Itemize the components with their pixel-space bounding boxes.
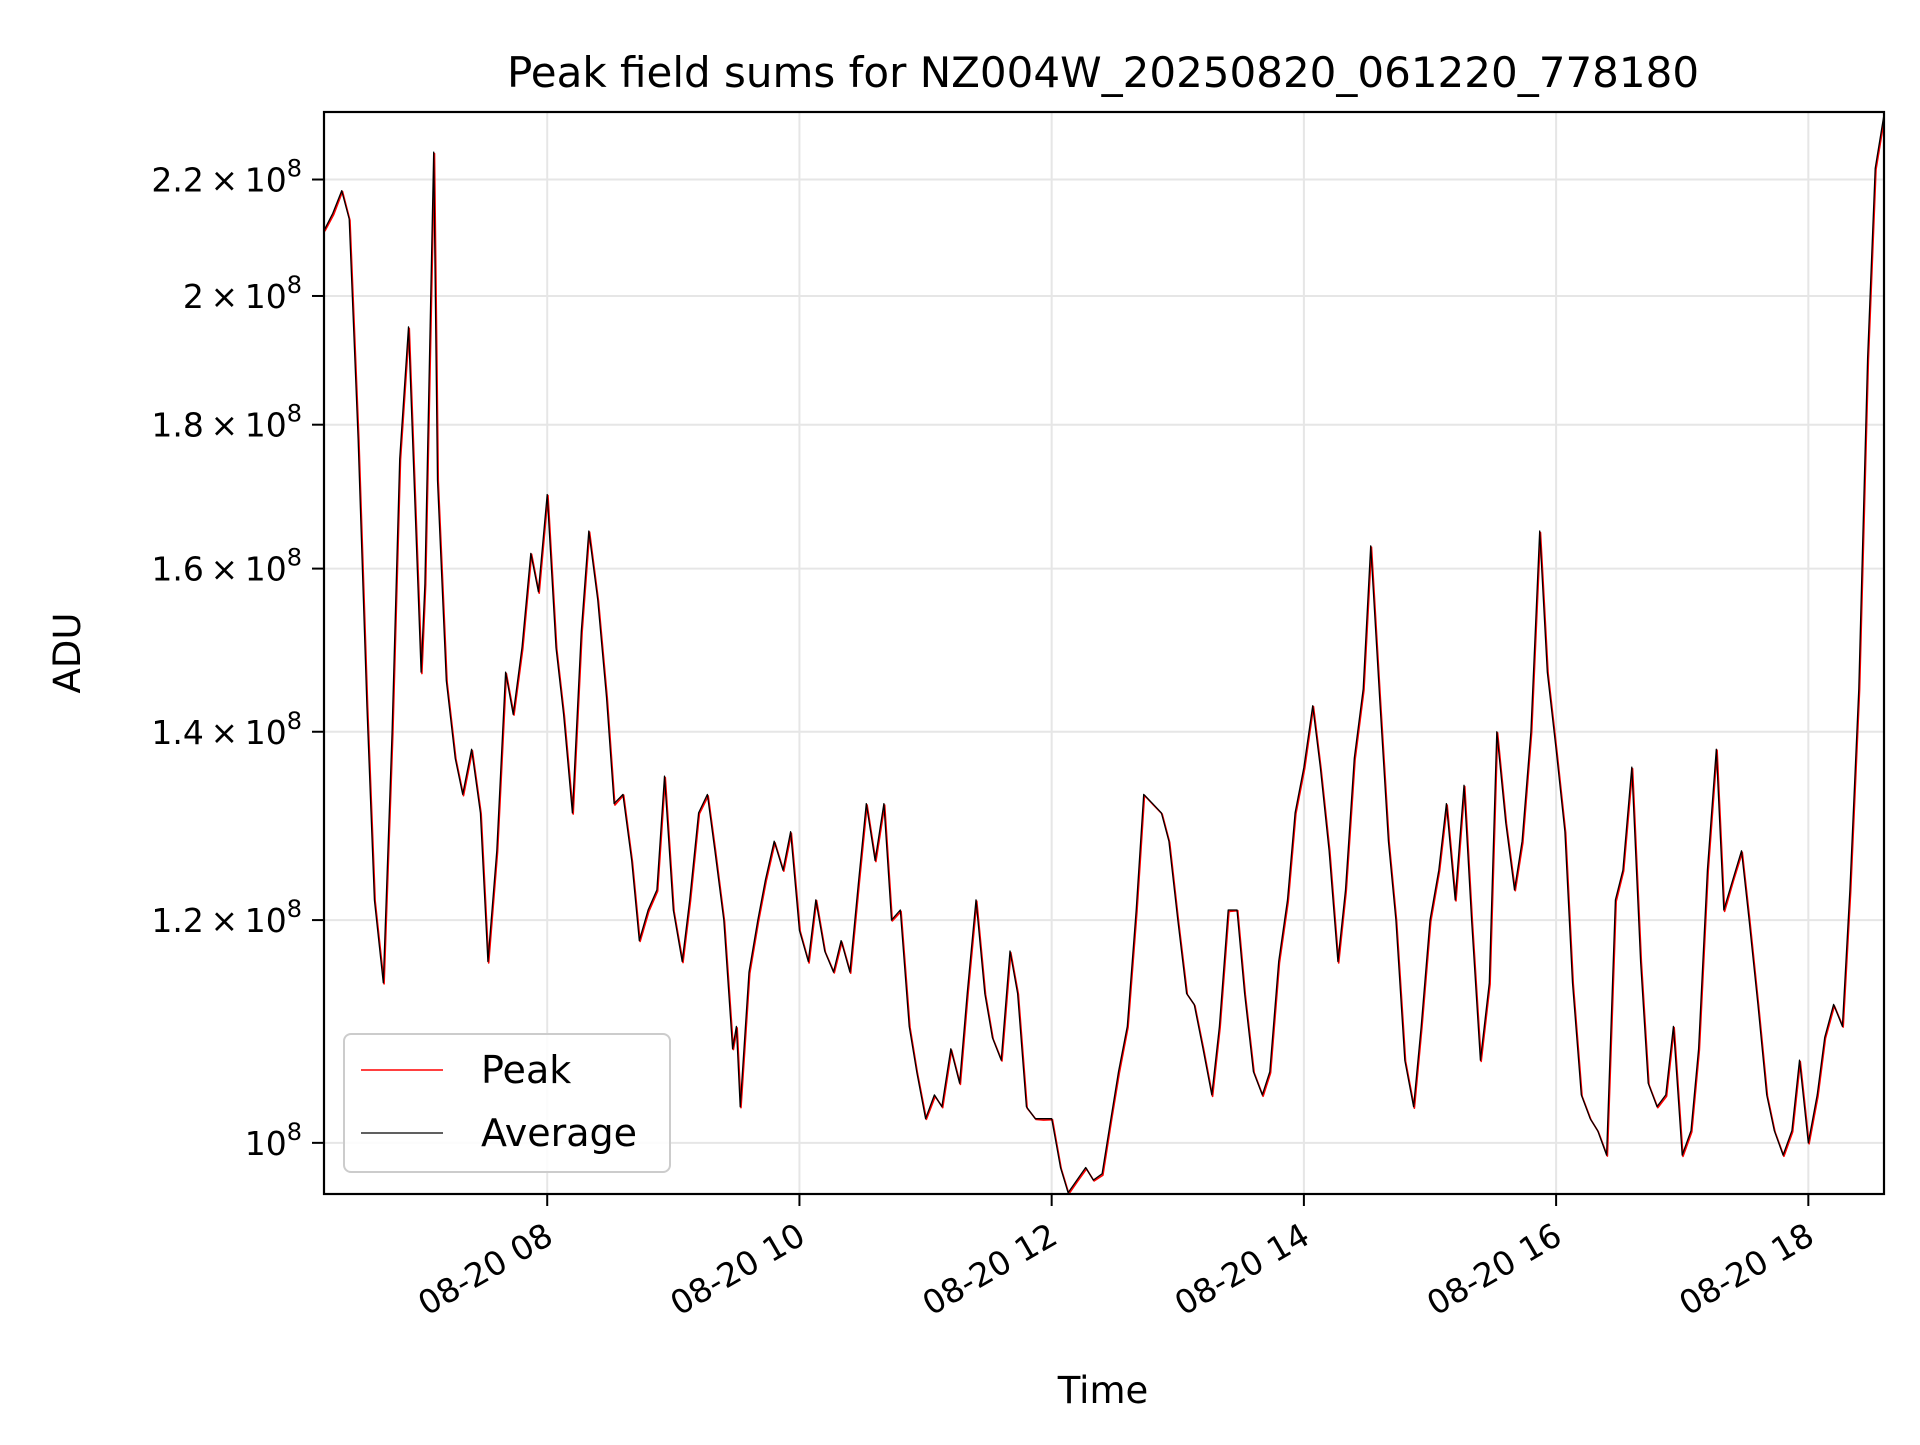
plot-series (324, 114, 1884, 1194)
y-tick-label: 2 × 108 (183, 271, 302, 316)
grid (324, 112, 1884, 1194)
series-line-average (324, 114, 1884, 1194)
y-tick-label: 108 (245, 1118, 302, 1163)
y-tick-label: 1.2 × 108 (151, 895, 302, 940)
plot-frame (322, 110, 1886, 1196)
y-tick-label: 2.2 × 108 (151, 155, 302, 200)
series-line-peak (324, 115, 1884, 1194)
y-axis: 108 1.2 × 108 1.4 × 108 1.6 × 108 1.8 × 108 2… (151, 155, 324, 1163)
y-tick-label: 1.6 × 108 (151, 544, 302, 589)
x-axis-label: Time (1057, 1369, 1149, 1412)
legend-label-average: Average (481, 1111, 637, 1155)
legend: Peak Average (343, 1033, 671, 1173)
legend-label-peak: Peak (481, 1048, 571, 1092)
chart-title: Peak field sums for NZ004W_20250820_0612… (507, 48, 1699, 97)
legend-frame (343, 1033, 671, 1173)
y-tick-label: 1.4 × 108 (151, 707, 302, 752)
y-axis-label: ADU (46, 613, 89, 694)
y-tick-label: 1.8 × 108 (151, 400, 302, 445)
